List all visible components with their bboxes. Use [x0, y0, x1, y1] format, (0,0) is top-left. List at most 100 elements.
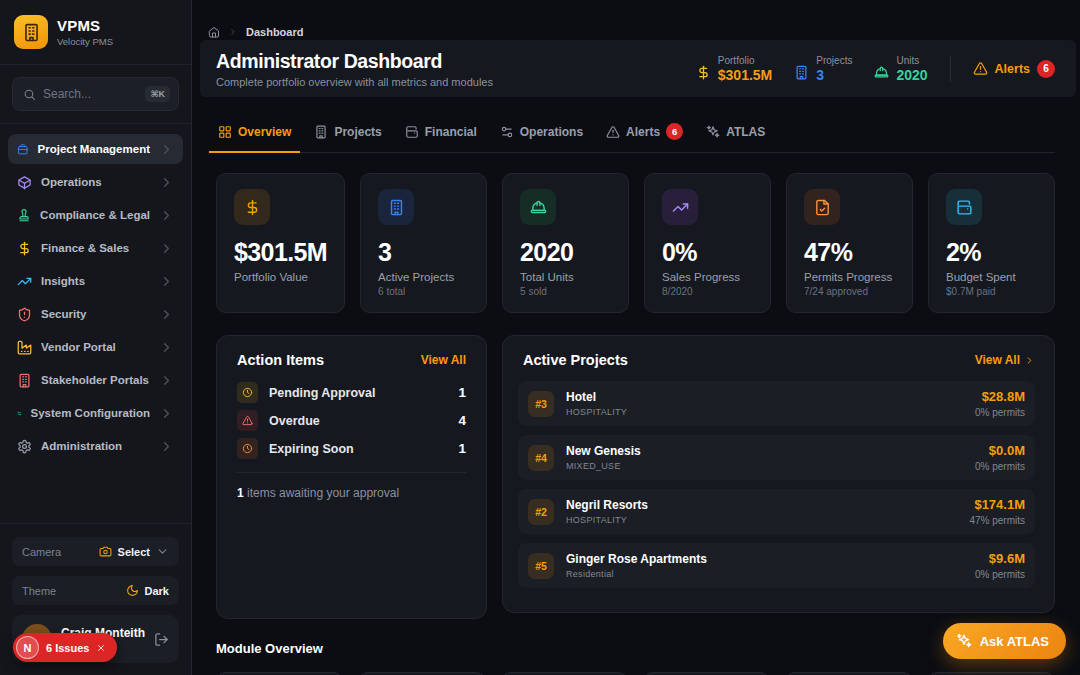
stat-card-portfolio-value: $301.5M Portfolio Value	[216, 173, 345, 313]
header-alerts[interactable]: Alerts 6	[973, 60, 1055, 78]
action-item-label: Expiring Soon	[269, 442, 447, 456]
sidebar-item-project-management[interactable]: Project Management	[8, 134, 183, 164]
hardhat-icon	[530, 199, 547, 216]
chevron-right-icon	[159, 406, 174, 421]
dollar-icon	[244, 199, 261, 216]
card-sub: $0.7M paid	[946, 286, 1037, 297]
cube-icon	[17, 175, 32, 190]
wallet-icon	[956, 199, 973, 216]
sidebar-item-administration[interactable]: Administration	[8, 431, 183, 461]
logout-icon[interactable]	[154, 632, 169, 647]
chevron-right-icon	[159, 142, 174, 157]
view-all-link[interactable]: View All	[421, 353, 466, 367]
camera-value: Select	[118, 546, 150, 558]
project-category: MIXED_USE	[566, 461, 963, 471]
sidebar-item-label: Project Management	[38, 143, 150, 155]
action-items-footer: 1 items awaiting your approval	[237, 486, 466, 500]
search-box[interactable]: ⌘K	[12, 77, 179, 111]
action-item-expiring[interactable]: Expiring Soon 1	[237, 438, 466, 459]
sidebar-item-label: Security	[41, 308, 150, 320]
project-row-hotel[interactable]: #3 HotelHOSPITALITY $28.8M0% permits	[518, 381, 1035, 426]
sidebar-item-finance-sales[interactable]: Finance & Sales	[8, 233, 183, 263]
action-item-label: Overdue	[269, 414, 447, 428]
issues-notification[interactable]: N 6 Issues	[13, 633, 117, 662]
alert-triangle-icon	[973, 61, 988, 76]
search-input[interactable]	[43, 87, 138, 101]
sidebar-item-operations[interactable]: Operations	[8, 167, 183, 197]
project-rank: #4	[528, 445, 554, 471]
issues-initial: N	[16, 636, 39, 659]
alerts-count-badge: 6	[1037, 60, 1055, 78]
stat-value: $301.5M	[718, 67, 772, 83]
sidebar-item-stakeholder-portals[interactable]: Stakeholder Portals	[8, 365, 183, 395]
ask-atlas-button[interactable]: Ask ATLAS	[943, 623, 1066, 659]
tab-alerts[interactable]: Alerts6	[604, 114, 685, 152]
project-permits: 0% permits	[975, 407, 1025, 418]
project-value: $174.1M	[969, 497, 1025, 512]
project-row-ginger-rose[interactable]: #5 Ginger Rose ApartmentsResidential $9.…	[518, 543, 1035, 588]
action-item-value: 1	[458, 385, 466, 400]
dollar-icon	[17, 241, 32, 256]
stat-card-active-projects: 3 Active Projects 6 total	[360, 173, 487, 313]
action-item-overdue[interactable]: Overdue 4	[237, 410, 466, 431]
grid-icon	[218, 125, 232, 139]
stat-card-sales-progress: 0% Sales Progress 8/2020	[644, 173, 771, 313]
camera-select[interactable]: Camera Select	[12, 537, 179, 566]
tab-operations[interactable]: Operations	[498, 114, 585, 152]
project-name: Hotel	[566, 390, 963, 404]
sidebar-item-insights[interactable]: Insights	[8, 266, 183, 296]
sidebar-nav: Project Management Operations Compliance…	[0, 124, 191, 471]
stat-label: Units	[896, 55, 927, 66]
project-category: HOSPITALITY	[566, 515, 957, 525]
sidebar-item-vendor-portal[interactable]: Vendor Portal	[8, 332, 183, 362]
action-item-pending[interactable]: Pending Approval 1	[237, 382, 466, 403]
sidebar-item-label: System Configuration	[31, 407, 150, 419]
tab-atlas[interactable]: ATLAS	[704, 114, 767, 152]
project-row-negril-resorts[interactable]: #2 Negril ResortsHOSPITALITY $174.1M47% …	[518, 489, 1035, 534]
close-icon[interactable]	[96, 643, 106, 653]
card-label: Active Projects	[378, 271, 469, 283]
page-subtitle: Complete portfolio overview with all met…	[216, 76, 696, 88]
panel-title: Action Items	[237, 352, 324, 368]
tab-overview[interactable]: Overview	[216, 114, 293, 152]
issues-label: 6 Issues	[46, 642, 89, 654]
card-sub: 8/2020	[662, 286, 753, 297]
theme-toggle[interactable]: Theme Dark	[12, 576, 179, 605]
briefcase-icon	[17, 142, 29, 157]
card-label: Sales Progress	[662, 271, 753, 283]
sidebar-item-label: Compliance & Legal	[40, 209, 150, 221]
camera-label: Camera	[22, 546, 93, 558]
sidebar: VPMS Velocity PMS ⌘K Project Management …	[0, 0, 192, 675]
tab-financial[interactable]: Financial	[403, 114, 479, 152]
sidebar-item-label: Insights	[41, 275, 150, 287]
sidebar-item-security[interactable]: Security	[8, 299, 183, 329]
main: Dashboard Administrator Dashboard Comple…	[192, 0, 1080, 675]
sidebar-item-label: Operations	[41, 176, 150, 188]
theme-value: Dark	[145, 585, 169, 597]
view-all-link[interactable]: View All	[975, 353, 1035, 367]
tab-projects[interactable]: Projects	[312, 114, 383, 152]
chevron-right-icon	[159, 208, 174, 223]
tab-alerts-badge: 6	[666, 123, 683, 140]
alert-triangle-icon	[606, 125, 620, 139]
tab-label: Financial	[425, 125, 477, 139]
chevron-right-icon	[159, 274, 174, 289]
camera-icon	[99, 545, 112, 558]
chevron-right-icon	[159, 175, 174, 190]
card-label: Budget Spent	[946, 271, 1037, 283]
building-icon	[17, 373, 32, 388]
sidebar-item-system-configuration[interactable]: System Configuration	[8, 398, 183, 428]
project-row-new-genesis[interactable]: #4 New GenesisMIXED_USE $0.0M0% permits	[518, 435, 1035, 480]
project-value: $0.0M	[975, 443, 1025, 458]
home-icon[interactable]	[208, 26, 220, 38]
tab-label: ATLAS	[726, 125, 765, 139]
tab-label: Projects	[334, 125, 381, 139]
active-projects-panel: Active Projects View All #3 HotelHOSPITA…	[502, 335, 1055, 613]
gear-icon	[17, 439, 32, 454]
brand-subtitle: Velocity PMS	[57, 36, 113, 47]
sidebar-item-compliance-legal[interactable]: Compliance & Legal	[8, 200, 183, 230]
chevron-right-icon	[159, 439, 174, 454]
search-wrap: ⌘K	[0, 65, 191, 124]
project-value: $28.8M	[975, 389, 1025, 404]
header-stat-portfolio: Portfolio$301.5M	[696, 55, 772, 83]
